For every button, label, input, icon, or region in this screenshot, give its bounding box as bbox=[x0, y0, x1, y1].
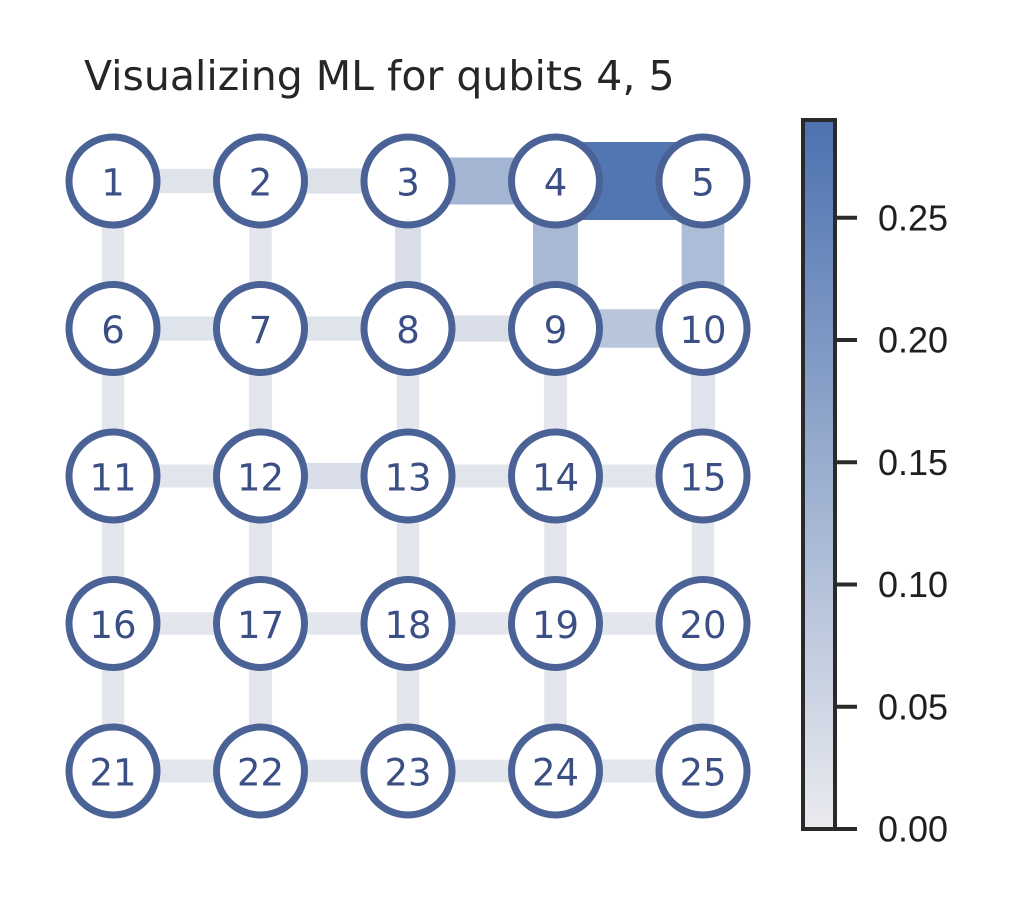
qubit-node-label: 17 bbox=[237, 604, 284, 647]
qubit-node-circle bbox=[508, 133, 603, 229]
qubit-node-label: 13 bbox=[384, 457, 431, 500]
qubit-node-circle bbox=[508, 576, 603, 671]
qubit-node-label: 24 bbox=[532, 752, 579, 795]
qubit-node-19: 19 bbox=[508, 576, 603, 671]
qubit-node-12: 12 bbox=[213, 428, 308, 524]
qubit-node-13: 13 bbox=[360, 428, 456, 524]
qubit-node-circle bbox=[655, 281, 751, 376]
qubit-node-16: 16 bbox=[65, 576, 161, 671]
qubit-node-label: 5 bbox=[691, 162, 715, 205]
qubit-node-label: 22 bbox=[237, 752, 284, 795]
colorbar-tick-label: 0.15 bbox=[878, 442, 948, 483]
qubit-node-24: 24 bbox=[508, 723, 603, 819]
qubit-node-circle bbox=[508, 428, 603, 524]
qubit-node-circle bbox=[213, 723, 308, 819]
qubit-node-3: 3 bbox=[360, 133, 456, 229]
qubit-node-circle bbox=[65, 723, 161, 819]
qubit-node-label: 1 bbox=[101, 162, 125, 205]
qubit-node-label: 10 bbox=[679, 309, 726, 352]
qubit-node-circle bbox=[360, 133, 456, 229]
qubit-node-label: 19 bbox=[532, 604, 579, 647]
qubit-node-circle bbox=[508, 281, 603, 376]
qubit-node-label: 25 bbox=[679, 752, 726, 795]
qubit-node-circle bbox=[65, 281, 161, 376]
qubit-node-5: 5 bbox=[655, 133, 751, 229]
qubit-node-circle bbox=[360, 428, 456, 524]
qubit-node-label: 21 bbox=[89, 752, 136, 795]
qubit-node-label: 9 bbox=[544, 309, 568, 352]
qubit-node-label: 14 bbox=[532, 457, 579, 500]
qubit-node-label: 18 bbox=[384, 604, 431, 647]
qubit-node-label: 11 bbox=[89, 457, 136, 500]
qubit-node-20: 20 bbox=[655, 576, 751, 671]
qubit-node-label: 12 bbox=[237, 457, 284, 500]
qubit-node-4: 4 bbox=[508, 133, 603, 229]
qubit-node-10: 10 bbox=[655, 281, 751, 376]
colorbar-tick-label: 0.05 bbox=[878, 686, 948, 727]
qubit-node-label: 6 bbox=[101, 309, 125, 352]
qubit-node-label: 16 bbox=[89, 604, 136, 647]
qubit-node-21: 21 bbox=[65, 723, 161, 819]
qubit-node-circle bbox=[655, 723, 751, 819]
qubit-node-label: 23 bbox=[384, 752, 431, 795]
qubit-node-circle bbox=[360, 576, 456, 671]
qubit-node-label: 15 bbox=[679, 457, 726, 500]
qubit-node-11: 11 bbox=[65, 428, 161, 524]
qubit-node-circle bbox=[213, 133, 308, 229]
colorbar-gradient bbox=[801, 118, 837, 831]
qubit-node-8: 8 bbox=[360, 281, 456, 376]
qubit-node-1: 1 bbox=[65, 133, 161, 229]
qubit-node-7: 7 bbox=[213, 281, 308, 376]
qubit-node-circle bbox=[213, 576, 308, 671]
qubit-node-circle bbox=[65, 133, 161, 229]
qubit-node-9: 9 bbox=[508, 281, 603, 376]
colorbar-ticks: 0.00 0.05 0.10 0.15 0.20 0.25 bbox=[835, 197, 948, 850]
qubit-node-22: 22 bbox=[213, 723, 308, 819]
colorbar-tick-label: 0.00 bbox=[878, 809, 948, 850]
qubit-node-14: 14 bbox=[508, 428, 603, 524]
qubit-node-circle bbox=[360, 723, 456, 819]
qubit-node-label: 8 bbox=[396, 309, 420, 352]
qubit-node-2: 2 bbox=[213, 133, 308, 229]
qubit-node-label: 3 bbox=[396, 162, 420, 205]
figure-title: Visualizing ML for qubits 4, 5 bbox=[84, 52, 675, 100]
colorbar-tick-label: 0.25 bbox=[878, 197, 948, 238]
colorbar-tick-label: 0.20 bbox=[878, 320, 948, 361]
qubit-node-circle bbox=[655, 428, 751, 524]
qubit-node-label: 2 bbox=[249, 162, 273, 205]
qubit-node-label: 7 bbox=[249, 309, 273, 352]
colorbar-tick-label: 0.10 bbox=[878, 564, 948, 605]
qubit-node-label: 20 bbox=[679, 604, 726, 647]
qubit-node-label: 4 bbox=[544, 162, 568, 205]
qubit-node-15: 15 bbox=[655, 428, 751, 524]
qubit-node-6: 6 bbox=[65, 281, 161, 376]
qubit-node-circle bbox=[508, 723, 603, 819]
qubit-node-circle bbox=[655, 576, 751, 671]
qubit-node-18: 18 bbox=[360, 576, 456, 671]
qubit-node-circle bbox=[65, 576, 161, 671]
qubit-node-25: 25 bbox=[655, 723, 751, 819]
colorbar: 0.00 0.05 0.10 0.15 0.20 0.25 bbox=[801, 118, 948, 850]
qubit-node-circle bbox=[213, 281, 308, 376]
qubit-node-23: 23 bbox=[360, 723, 456, 819]
qubit-node-circle bbox=[65, 428, 161, 524]
qubit-node-circle bbox=[213, 428, 308, 524]
qubit-node-17: 17 bbox=[213, 576, 308, 671]
qubit-node-circle bbox=[655, 133, 751, 229]
qubit-node-circle bbox=[360, 281, 456, 376]
